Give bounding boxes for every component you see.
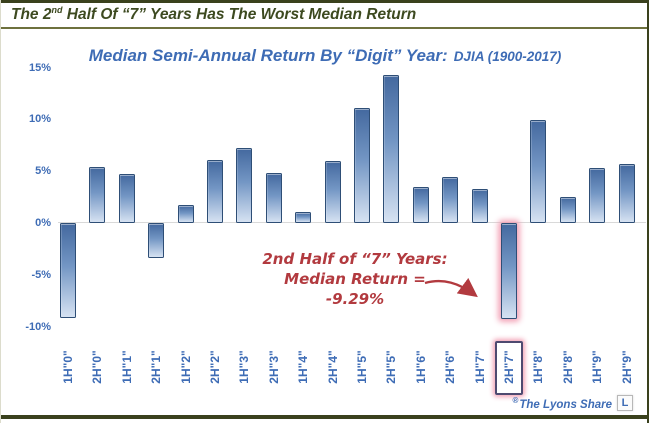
bar xyxy=(118,174,135,223)
bar xyxy=(442,177,459,223)
registered-mark: ® xyxy=(512,395,519,405)
x-axis-label: 1H"7" xyxy=(472,350,487,384)
x-axis-label: 1H"4" xyxy=(296,350,311,384)
y-tick-label: 10% xyxy=(28,113,51,126)
bar xyxy=(618,163,635,223)
x-axis-zero-line xyxy=(58,222,646,223)
x-axis-label: 2H"1" xyxy=(149,350,164,384)
page-title-text: The 2 xyxy=(11,6,52,24)
brand-footer: ®The Lyons Share L xyxy=(512,395,633,411)
bottom-frame-bar xyxy=(1,415,649,419)
bar xyxy=(207,159,223,223)
x-axis-label: 2H"4" xyxy=(325,350,340,384)
annotation-callout: 2nd Half of “7” Years: Median Return = -… xyxy=(241,249,469,309)
x-axis-label: 1H"2" xyxy=(178,350,193,384)
annotation-line-1: 2nd Half of “7” Years: xyxy=(262,250,448,268)
x-axis-label: 1H"0" xyxy=(61,350,75,384)
y-tick-label: -10% xyxy=(25,320,51,333)
x-axis-label: 2H"0" xyxy=(90,350,105,384)
x-axis-label: 1H"6" xyxy=(413,350,428,384)
bar xyxy=(177,205,194,223)
x-axis-label: 1H"1" xyxy=(119,350,134,384)
page-title-superscript: nd xyxy=(51,5,63,15)
bar xyxy=(236,148,253,223)
x-axis-label: 2H"6" xyxy=(443,350,458,384)
top-frame-bar xyxy=(1,0,649,3)
bar xyxy=(354,108,370,223)
bar xyxy=(530,120,547,223)
x-axis-label: 1H"5" xyxy=(355,350,369,384)
x-axis-label: 2H"5" xyxy=(384,350,399,384)
bar xyxy=(324,160,341,223)
brand-text: ®The Lyons Share xyxy=(512,396,612,411)
bar-highlighted xyxy=(501,223,517,320)
chart-title: Median Semi-Annual Return By “Digit” Yea… xyxy=(1,46,649,66)
right-frame-bar xyxy=(647,0,649,423)
page-title: The 2nd Half Of “7” Years Has The Worst … xyxy=(11,5,639,24)
bar xyxy=(589,168,606,223)
y-tick-label: 0% xyxy=(35,217,51,229)
x-axis-label: 1H"3" xyxy=(237,350,252,384)
bar xyxy=(265,173,282,223)
annotation-arrow-icon xyxy=(424,277,478,298)
bar xyxy=(383,74,400,223)
brand-name: The Lyons Share xyxy=(519,398,612,411)
header-divider xyxy=(1,27,649,29)
x-axis-label: 2H"3" xyxy=(266,350,281,384)
annotation-value: -9.29% xyxy=(325,290,385,308)
bar xyxy=(89,167,106,223)
chart-title-subtitle: DJIA (1900-2017) xyxy=(453,49,562,64)
bar xyxy=(295,211,312,223)
brand-logo-icon: L xyxy=(617,395,633,411)
annotation-line-2: Median Return = xyxy=(284,270,426,288)
bar xyxy=(60,223,76,319)
bar xyxy=(148,223,165,259)
x-axis-label-highlight-box xyxy=(495,341,523,395)
y-tick-label: 15% xyxy=(28,61,51,74)
bar xyxy=(471,188,488,223)
bar xyxy=(412,186,429,223)
chart-title-main: Median Semi-Annual Return By “Digit” Yea… xyxy=(88,46,448,65)
y-tick-label: -5% xyxy=(31,268,51,281)
x-axis-label: 2H"2" xyxy=(208,350,222,384)
bar xyxy=(559,197,576,223)
page-title-text-rest: Half Of “7” Years Has The Worst Median R… xyxy=(62,6,417,24)
y-tick-label: 5% xyxy=(35,165,51,178)
